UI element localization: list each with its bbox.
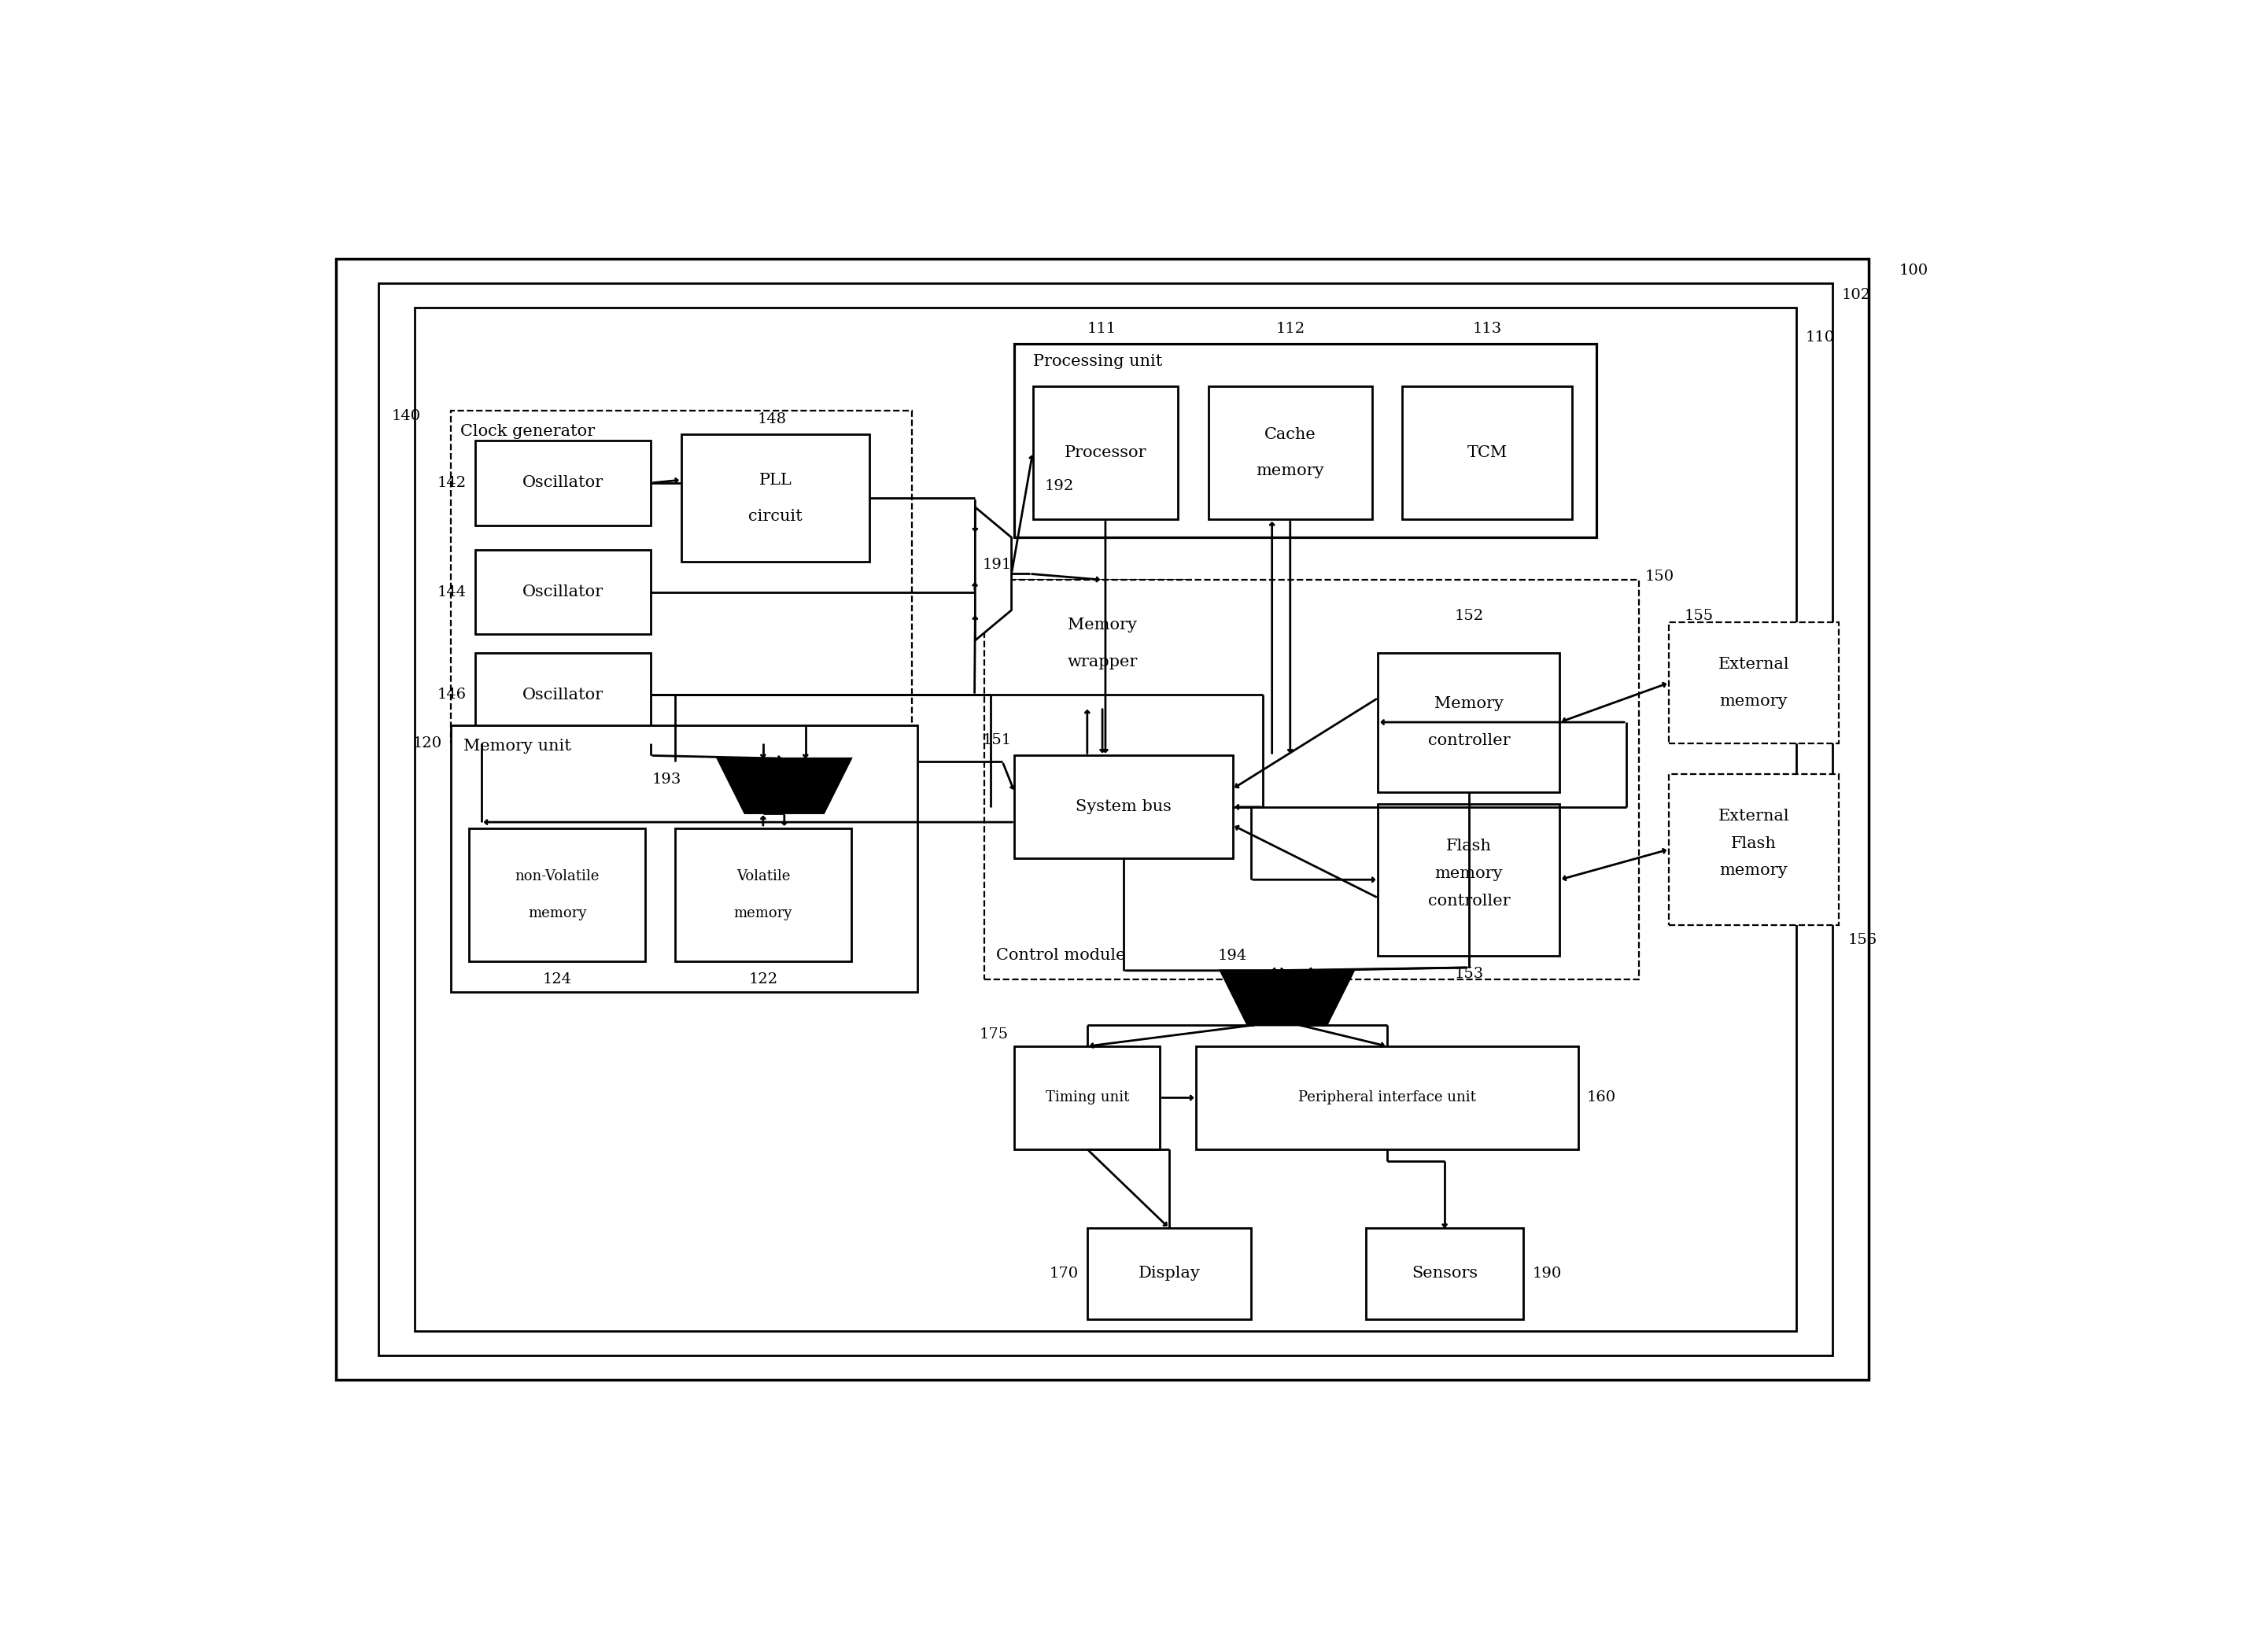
Bar: [415, 307, 1795, 1332]
Text: 193: 193: [652, 773, 681, 786]
Text: 160: 160: [1588, 1090, 1617, 1105]
Text: 150: 150: [1644, 570, 1673, 583]
Text: Oscillator: Oscillator: [523, 585, 604, 600]
Text: wrapper: wrapper: [1067, 654, 1137, 669]
Text: Memory unit: Memory unit: [462, 738, 571, 753]
Text: Oscillator: Oscillator: [523, 476, 604, 491]
Text: 111: 111: [1087, 322, 1116, 335]
Bar: [1015, 344, 1597, 537]
Bar: [1669, 773, 1838, 925]
Text: Processor: Processor: [1064, 444, 1146, 461]
Text: Timing unit: Timing unit: [1046, 1090, 1130, 1105]
Bar: [476, 550, 652, 634]
Text: 191: 191: [983, 558, 1012, 572]
Bar: [1669, 623, 1838, 743]
Bar: [336, 259, 1869, 1379]
Text: 155: 155: [1684, 610, 1714, 623]
Text: Oscillator: Oscillator: [523, 687, 604, 702]
Text: 113: 113: [1473, 322, 1502, 335]
Text: 152: 152: [1454, 610, 1484, 623]
Text: Memory: Memory: [1434, 697, 1504, 712]
Text: External: External: [1718, 808, 1788, 824]
Text: memory: memory: [1256, 463, 1324, 479]
Bar: [1015, 580, 1191, 707]
Bar: [379, 282, 1833, 1355]
Text: memory: memory: [1721, 694, 1788, 709]
Text: Sensors: Sensors: [1412, 1265, 1477, 1280]
Text: 190: 190: [1533, 1267, 1563, 1280]
Text: Flash: Flash: [1732, 836, 1777, 851]
Bar: [469, 828, 645, 961]
Text: 100: 100: [1899, 264, 1928, 278]
Polygon shape: [974, 507, 1012, 641]
Text: memory: memory: [528, 905, 586, 920]
Text: 110: 110: [1806, 330, 1833, 345]
Text: circuit: circuit: [749, 509, 803, 524]
Text: 122: 122: [749, 973, 778, 986]
Bar: [674, 828, 850, 961]
Text: controller: controller: [1427, 894, 1511, 909]
Bar: [1087, 1227, 1252, 1318]
Bar: [451, 725, 918, 991]
Text: 144: 144: [437, 585, 467, 600]
Text: 142: 142: [437, 476, 467, 491]
Bar: [1209, 387, 1371, 519]
Bar: [1033, 387, 1177, 519]
Text: Processing unit: Processing unit: [1033, 354, 1161, 370]
Text: TCM: TCM: [1468, 444, 1506, 461]
Text: 148: 148: [758, 413, 787, 426]
Text: controller: controller: [1427, 733, 1511, 748]
Text: Volatile: Volatile: [735, 869, 789, 884]
Bar: [1015, 1046, 1159, 1150]
Bar: [476, 441, 652, 525]
Text: 146: 146: [437, 687, 467, 702]
Text: PLL: PLL: [758, 472, 792, 487]
Bar: [1367, 1227, 1524, 1318]
Bar: [1197, 1046, 1578, 1150]
Text: Cache: Cache: [1265, 426, 1317, 443]
Text: Display: Display: [1139, 1265, 1200, 1280]
Text: 175: 175: [979, 1028, 1008, 1041]
Polygon shape: [717, 758, 850, 813]
Text: 112: 112: [1276, 322, 1306, 335]
Text: 120: 120: [413, 737, 442, 750]
Text: 170: 170: [1049, 1267, 1078, 1280]
Text: External: External: [1718, 657, 1788, 672]
Text: 156: 156: [1847, 933, 1876, 947]
Text: memory: memory: [1434, 866, 1504, 881]
Bar: [451, 410, 911, 743]
Text: 124: 124: [543, 973, 573, 986]
Text: Memory: Memory: [1069, 618, 1137, 633]
Bar: [1015, 755, 1233, 859]
Bar: [1403, 387, 1572, 519]
Text: non-Volatile: non-Volatile: [514, 869, 600, 884]
Text: Peripheral interface unit: Peripheral interface unit: [1299, 1090, 1477, 1105]
Bar: [476, 653, 652, 737]
Text: 102: 102: [1842, 287, 1872, 302]
Bar: [1378, 653, 1560, 791]
Polygon shape: [1220, 971, 1353, 1024]
Text: 194: 194: [1218, 948, 1247, 963]
Text: 153: 153: [1454, 966, 1484, 981]
Text: System bus: System bus: [1076, 800, 1173, 814]
Bar: [1378, 805, 1560, 955]
Text: 140: 140: [392, 410, 422, 423]
Bar: [983, 580, 1639, 980]
Text: Control module: Control module: [997, 948, 1125, 963]
Text: 192: 192: [1044, 479, 1073, 492]
Text: memory: memory: [1721, 862, 1788, 879]
Text: memory: memory: [733, 905, 792, 920]
Text: Clock generator: Clock generator: [460, 425, 595, 439]
Bar: [681, 434, 868, 562]
Text: Flash: Flash: [1445, 839, 1491, 854]
Text: 151: 151: [983, 733, 1012, 747]
